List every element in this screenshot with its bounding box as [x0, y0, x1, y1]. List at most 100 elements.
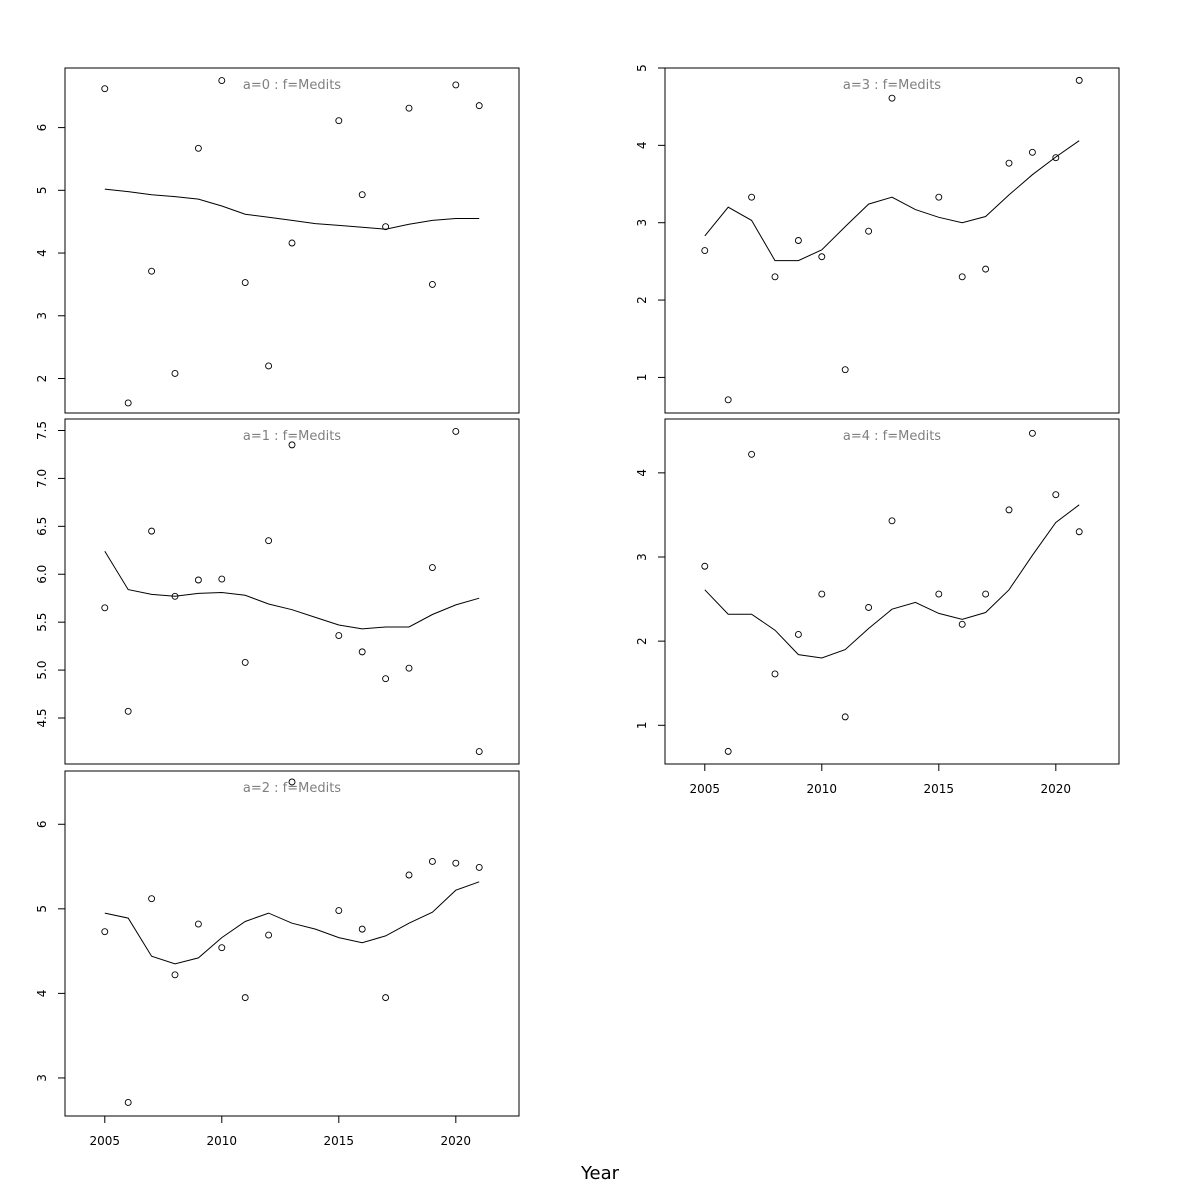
x-tick-label: 2015: [924, 782, 955, 796]
panel-frame: [64, 770, 520, 1117]
panel-title: a=1 : f=Medits: [243, 429, 341, 444]
panel-frame: [64, 67, 520, 414]
y-tick-label: 4: [35, 990, 49, 998]
data-point: [1075, 76, 1083, 84]
data-point: [701, 562, 709, 570]
data-point: [724, 396, 732, 404]
data-point: [124, 707, 132, 715]
panel-4: a=4 : f=Medits 1 2 3 4 2005 2010 2015 2020: [635, 418, 1120, 796]
data-point: [405, 871, 413, 879]
data-point: [452, 81, 460, 89]
y-tick-label: 7.0: [35, 469, 49, 488]
y-tick-label: 3: [35, 1074, 49, 1082]
data-point: [382, 994, 390, 1002]
data-point: [265, 537, 273, 545]
data-point: [335, 632, 343, 640]
smooth-line: [104, 551, 480, 630]
data-point: [1005, 159, 1013, 167]
y-tick-label: 5.0: [35, 661, 49, 680]
x-tick-label: 2010: [807, 782, 838, 796]
data-point: [335, 117, 343, 125]
panel-title: a=2 : f=Medits: [243, 781, 341, 796]
y-tick-label: 6: [35, 820, 49, 828]
data-point: [405, 104, 413, 112]
data-point: [124, 399, 132, 407]
data-point: [405, 664, 413, 672]
data-point: [101, 604, 109, 612]
panel-0: a=0 : f=Medits 2 3 4 5 6: [35, 67, 520, 414]
panel-title: a=3 : f=Medits: [843, 78, 941, 93]
smooth-line: [104, 881, 480, 965]
y-tick-label: 2: [35, 375, 49, 383]
y-tick-label: 5: [635, 64, 649, 72]
data-point: [475, 863, 483, 871]
data-point: [794, 630, 802, 638]
data-point: [288, 778, 296, 786]
data-point: [935, 193, 943, 201]
data-point: [982, 590, 990, 598]
data-point: [428, 858, 436, 865]
data-point: [771, 273, 779, 281]
data-point: [171, 971, 179, 979]
y-tick-label: 5: [35, 186, 49, 194]
y-tick-label: 5: [35, 905, 49, 913]
y-tick-label: 2: [635, 296, 649, 304]
y-tick-label: 3: [635, 219, 649, 227]
data-point: [218, 575, 226, 583]
data-point: [748, 193, 756, 201]
panel-2: a=2 : f=Medits 3 4 5 6 2005 2010 2015 2020: [35, 770, 520, 1148]
data-point: [1075, 528, 1083, 536]
data-point: [265, 931, 273, 939]
data-point: [124, 1099, 132, 1106]
data-point: [148, 267, 156, 275]
data-point: [701, 247, 709, 255]
x-tick-label: 2020: [441, 1134, 472, 1148]
data-point: [771, 670, 779, 678]
data-point: [841, 366, 849, 374]
smooth-line: [704, 140, 1080, 262]
y-tick-label: 4: [35, 249, 49, 257]
y-tick-label: 6.0: [35, 565, 49, 584]
y-tick-label: 4.5: [35, 708, 49, 727]
panel-title: a=4 : f=Medits: [843, 429, 941, 444]
data-point: [194, 144, 202, 152]
data-point: [171, 592, 179, 600]
data-point: [818, 590, 826, 598]
data-point: [475, 102, 483, 110]
data-point: [958, 620, 966, 628]
data-point: [1005, 506, 1013, 514]
y-tick-label: 3: [635, 553, 649, 561]
data-point: [428, 564, 436, 571]
data-point: [1052, 491, 1060, 499]
data-point: [288, 239, 296, 247]
data-point: [148, 527, 156, 535]
x-tick-label: 2015: [324, 1134, 355, 1148]
x-tick-label: 2020: [1041, 782, 1072, 796]
data-point: [358, 648, 366, 656]
data-point: [865, 604, 873, 611]
data-point: [452, 859, 460, 867]
smooth-line: [104, 188, 480, 230]
data-point: [101, 928, 109, 936]
x-tick-label: 2005: [690, 782, 721, 796]
data-point: [335, 907, 343, 914]
data-point: [1052, 154, 1060, 162]
data-point: [935, 590, 943, 598]
data-point: [265, 362, 273, 370]
y-tick-label: 2: [635, 637, 649, 645]
x-tick-label: 2005: [90, 1134, 121, 1148]
data-point: [382, 223, 390, 231]
data-point: [865, 227, 873, 235]
panel-frame: [664, 418, 1120, 765]
data-point: [1028, 148, 1036, 156]
data-point: [841, 713, 849, 721]
x-tick-label: 2010: [207, 1134, 238, 1148]
data-point: [748, 450, 756, 458]
data-point: [958, 273, 966, 281]
data-point: [888, 517, 896, 525]
y-tick-label: 1: [635, 374, 649, 382]
data-point: [794, 237, 802, 244]
y-tick-label: 4: [635, 142, 649, 150]
y-tick-label: 5.5: [35, 613, 49, 632]
data-point: [1028, 429, 1036, 437]
